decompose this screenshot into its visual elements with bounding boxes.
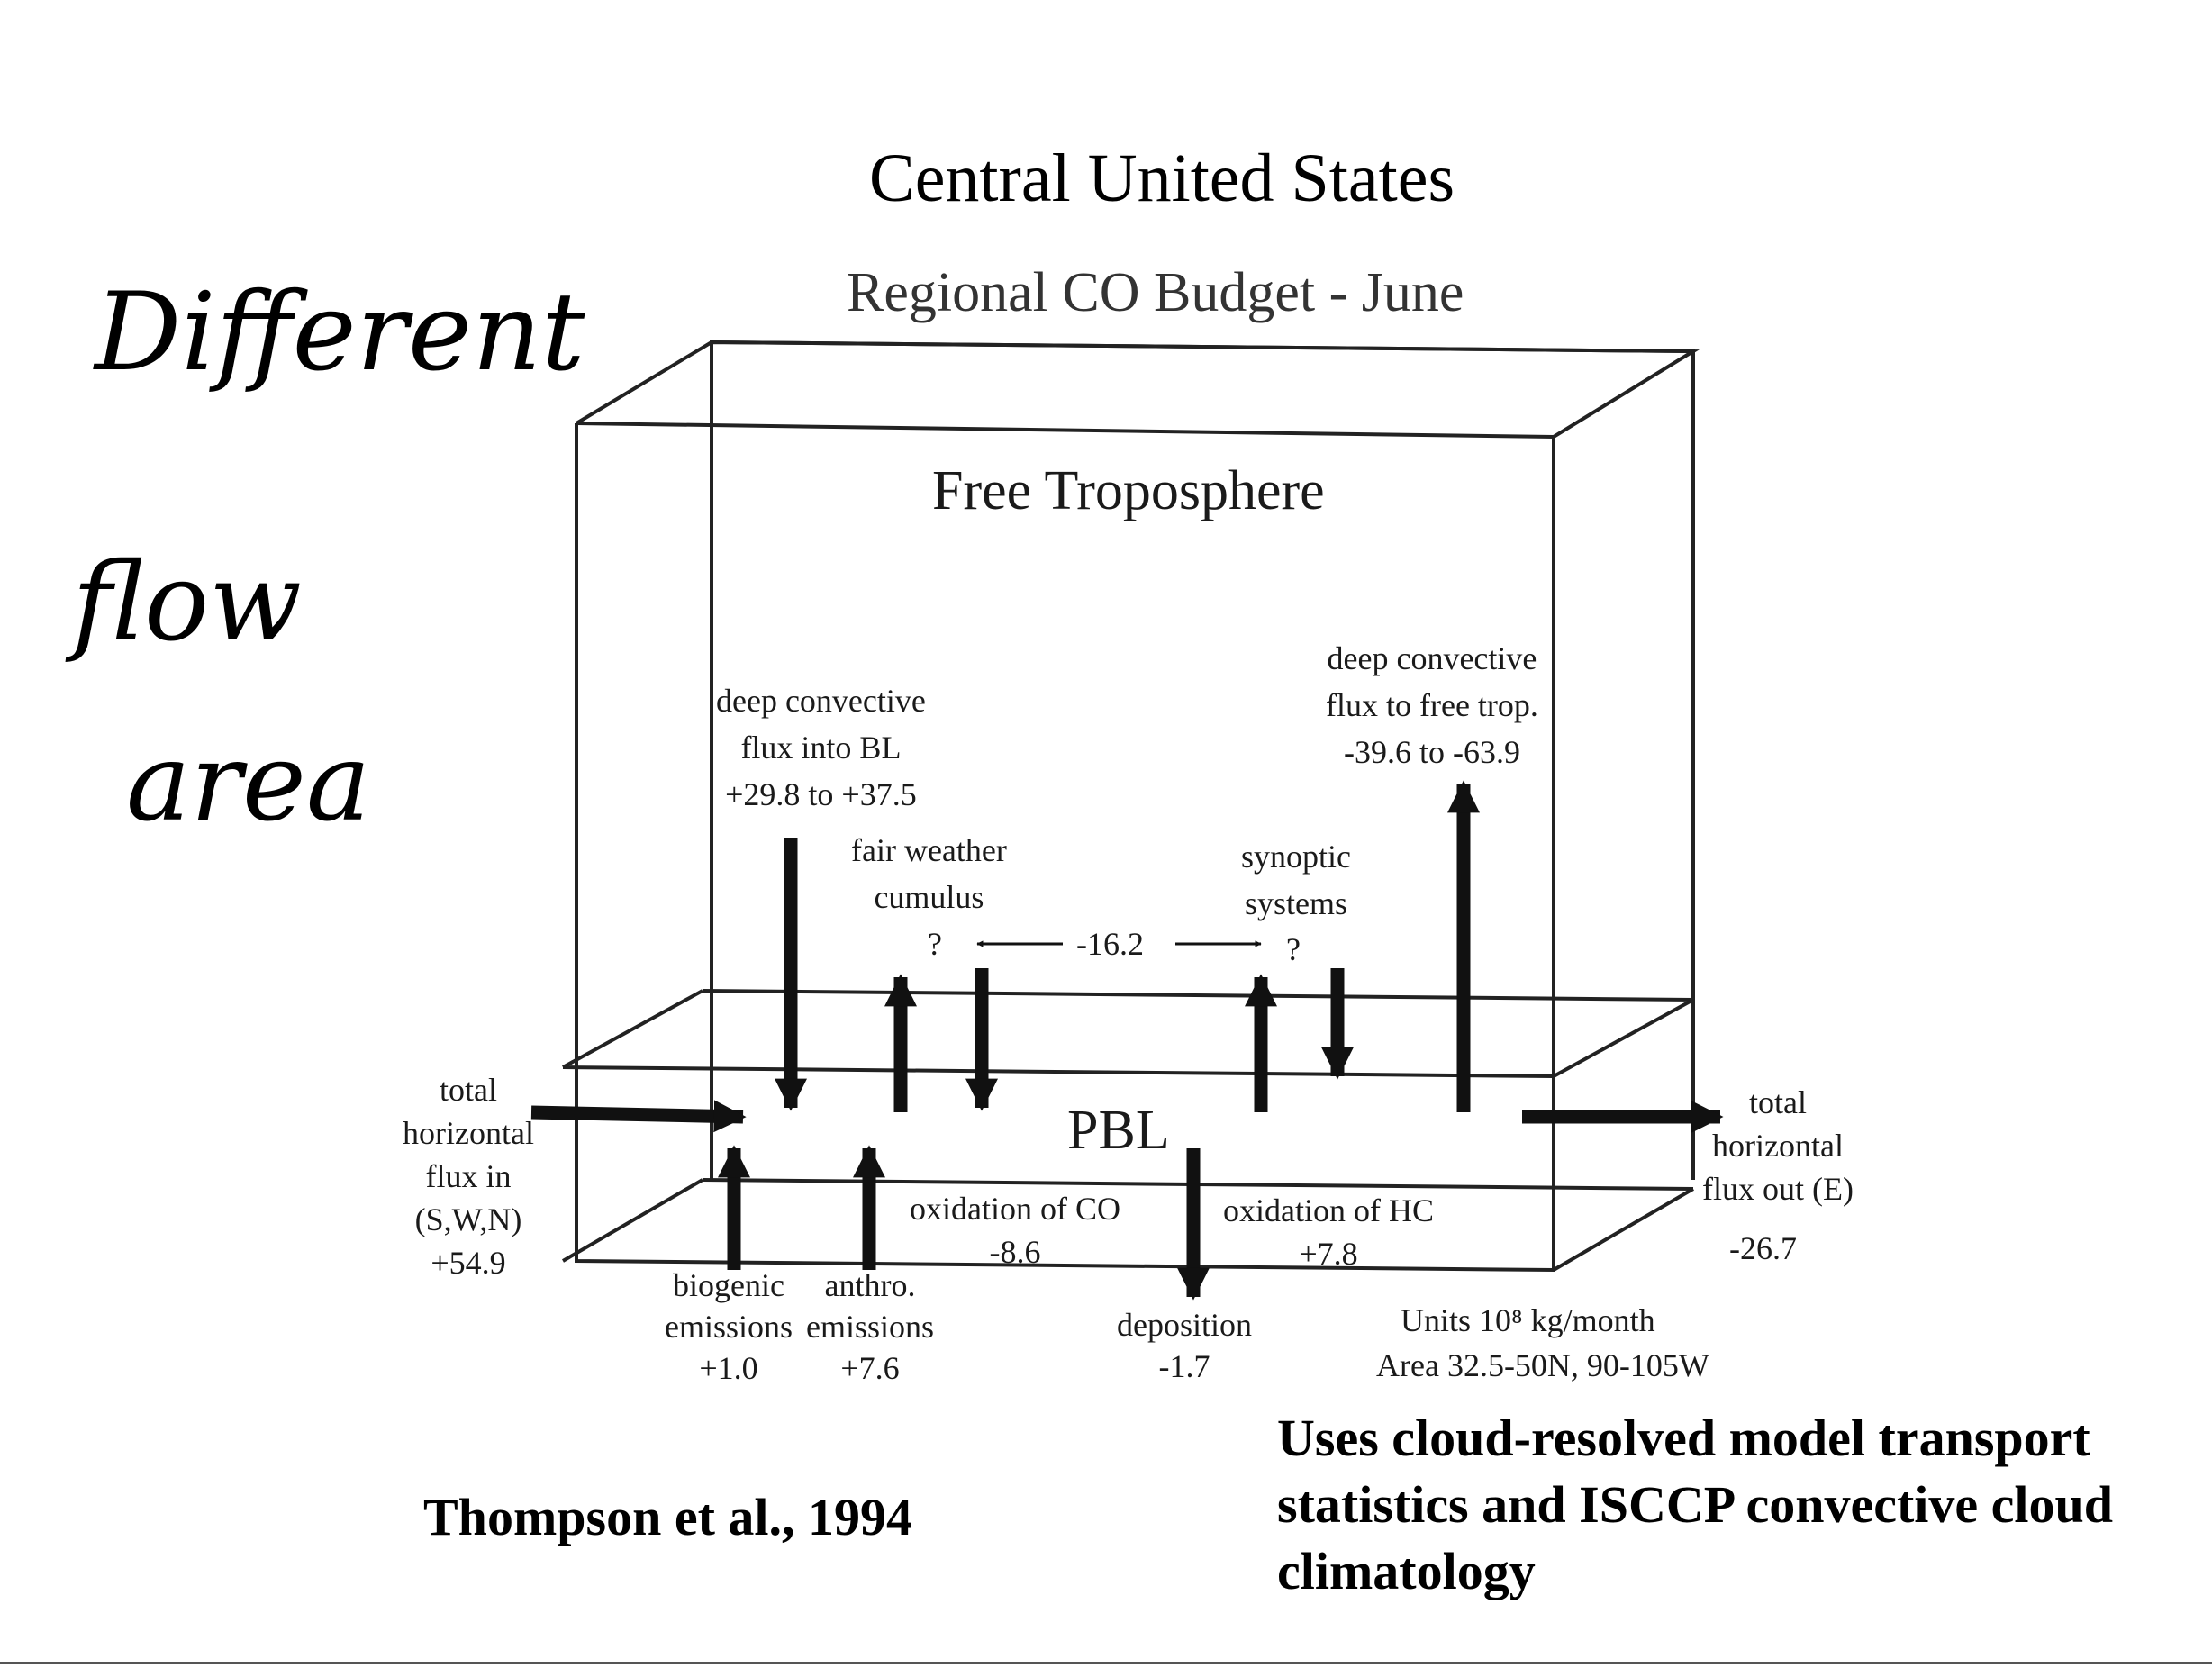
synoptic-question: ?	[1286, 931, 1301, 967]
oxidation-hc-label: oxidation of HC +7.8	[1223, 1192, 1434, 1272]
anthro-label: anthro. emissions +7.6	[806, 1267, 935, 1386]
diagram-title: Regional CO Budget - June	[847, 262, 1464, 323]
fair-weather-question: ?	[928, 926, 942, 962]
flux-out-value: -26.7	[1729, 1230, 1797, 1266]
deposition-label: deposition -1.7	[1117, 1307, 1252, 1384]
fair-weather-label: fair weather cumulus	[851, 832, 1007, 915]
flux-in-label: total horizontal flux in (S,W,N) +54.9	[403, 1072, 534, 1281]
box-top-face	[575, 340, 1700, 440]
bottom-divider	[0, 1662, 2212, 1664]
method-note: Uses cloud-resolved model transport stat…	[1277, 1409, 2113, 1600]
deep-conv-into-bl-label: deep convective flux into BL +29.8 to +3…	[716, 683, 926, 812]
box-front-face	[575, 423, 1555, 1273]
units-label: Units 10⁸ kg/month	[1401, 1302, 1655, 1338]
shallow-flux-value: -16.2	[1076, 926, 1144, 962]
free-troposphere-label: Free Troposphere	[932, 460, 1325, 521]
pbl-top-right	[1553, 998, 1694, 1078]
pbl-top-back	[702, 989, 1694, 1002]
handwritten-note-line-3: area	[126, 721, 371, 846]
synoptic-label: synoptic systems	[1241, 839, 1351, 921]
arrow-flux-in	[530, 1100, 747, 1133]
pbl-label: PBL	[1067, 1100, 1170, 1161]
pbl-bottom-right	[1552, 1187, 1695, 1272]
handwritten-note-line-2: flow	[72, 540, 302, 666]
oxidation-co-label: oxidation of CO -8.6	[910, 1191, 1120, 1270]
citation: Thompson et al., 1994	[423, 1488, 913, 1546]
biogenic-label: biogenic emissions +1.0	[665, 1267, 793, 1386]
pbl-top-left	[562, 989, 703, 1069]
flux-out-label: total horizontal flux out (E)	[1702, 1084, 1854, 1207]
area-label: Area 32.5-50N, 90-105W	[1376, 1347, 1709, 1383]
pbl-bottom-left	[561, 1178, 704, 1263]
pbl-top-front	[562, 1065, 1555, 1078]
slide-title: Central United States	[869, 141, 1455, 216]
deep-conv-to-ft-label: deep convective flux to free trop. -39.6…	[1326, 640, 1538, 770]
handwritten-note-line-1: Different	[95, 270, 585, 395]
